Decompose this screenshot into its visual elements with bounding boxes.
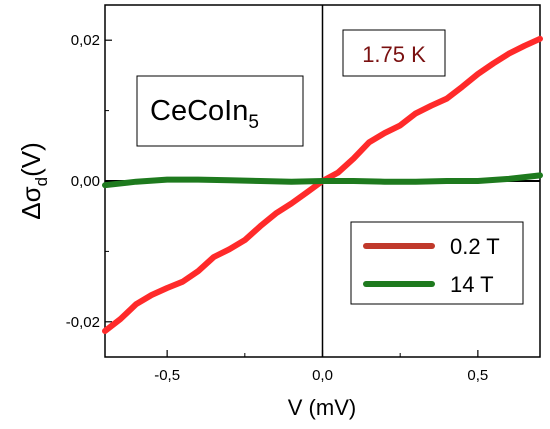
y-axis-title-sub: d <box>32 177 51 186</box>
y-axis-title-tail: (V) <box>16 142 46 177</box>
tick-labels: -0,5 0,0 0,5 -0,02 0,00 0,02 <box>66 32 488 384</box>
y-tick-label-0: -0,02 <box>66 314 100 331</box>
y-tick-label-2: 0,02 <box>71 32 100 49</box>
x-tick-label-2: 0,5 <box>467 367 488 384</box>
material-label: CeCoIn5 <box>150 95 259 133</box>
y-tick-label-1: 0,00 <box>71 173 100 190</box>
y-axis-title-main: Δσ <box>16 186 46 219</box>
material-label-sub: 5 <box>248 112 259 133</box>
temperature-label: 1.75 K <box>362 42 426 67</box>
legend-label-14t: 14 T <box>450 272 494 297</box>
tick-marks <box>105 39 479 357</box>
temperature-box <box>342 29 446 77</box>
x-tick-label-0: -0,5 <box>154 367 180 384</box>
material-box <box>136 75 304 147</box>
legend-label-0-2t: 0.2 T <box>450 234 500 259</box>
legend-box <box>350 221 524 305</box>
x-axis-title: V (mV) <box>288 395 356 420</box>
y-axis-title: Δσd(V) <box>16 142 51 220</box>
series-line-1 <box>102 172 543 189</box>
series-layer <box>102 35 543 334</box>
material-label-main: CeCoIn <box>150 95 248 127</box>
x-tick-label-1: 0,0 <box>312 367 333 384</box>
